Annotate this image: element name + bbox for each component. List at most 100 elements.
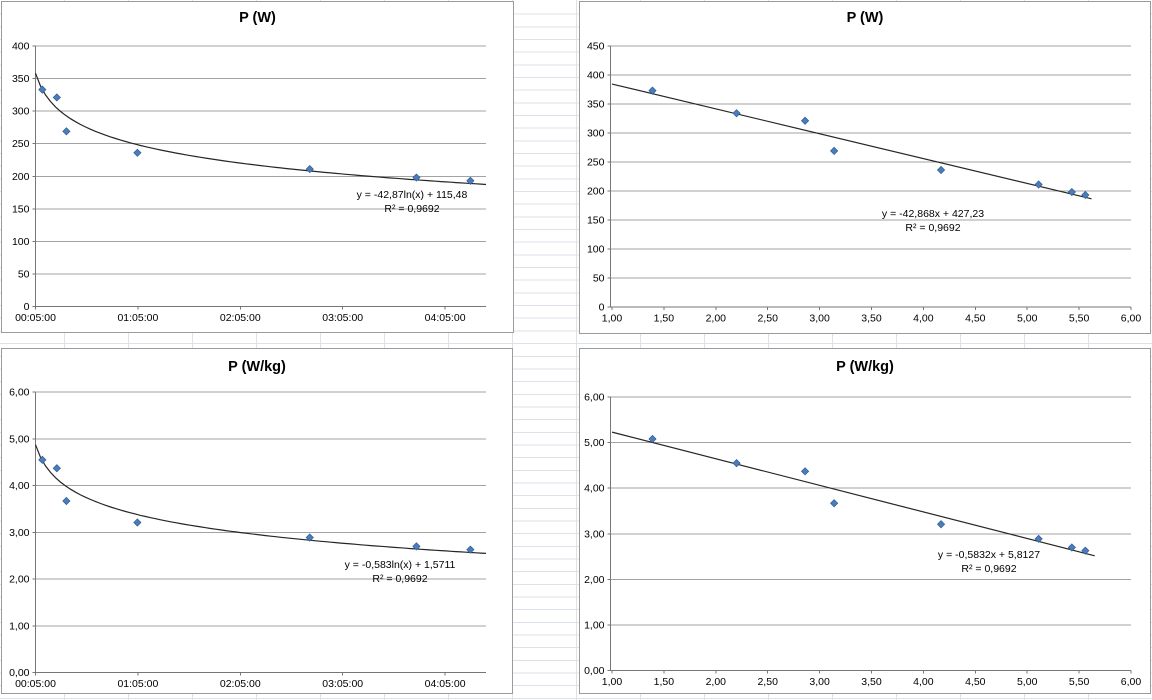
x-axis: 1,00 1,50 2,00 2,50 3,00 3,50 4,00 4,50 5,00 5,50… bbox=[602, 670, 1142, 688]
data-point-marker bbox=[1034, 534, 1043, 543]
gridlines bbox=[35, 391, 486, 627]
svg-text:3,50: 3,50 bbox=[861, 676, 882, 688]
svg-text:1,00: 1,00 bbox=[9, 620, 30, 632]
y-axis: 0 50 100 150 200 250 300 350 400 bbox=[12, 41, 36, 313]
svg-text:03:05:00: 03:05:00 bbox=[322, 678, 363, 690]
data-points[interactable] bbox=[648, 434, 1090, 555]
svg-text:02:05:00: 02:05:00 bbox=[220, 678, 261, 690]
data-point-marker bbox=[466, 545, 475, 554]
svg-text:00:05:00: 00:05:00 bbox=[15, 678, 56, 690]
svg-text:100: 100 bbox=[12, 236, 30, 248]
svg-text:5,00: 5,00 bbox=[9, 433, 30, 445]
chart-p-wkg-vs-time[interactable]: P (W/kg) 0,00 1,00 2,00 3,00 4,00 5,00 6,00 00:… bbox=[1, 348, 513, 694]
trendline-equation-label[interactable]: y = -42,87ln(x) + 115,48 R² = 0,9692 bbox=[357, 188, 468, 216]
svg-text:02:05:00: 02:05:00 bbox=[220, 312, 261, 324]
svg-text:6,00: 6,00 bbox=[9, 387, 30, 399]
chart-title[interactable]: P (W/kg) bbox=[228, 359, 286, 375]
trendline-equation: y = -42,87ln(x) + 115,48 bbox=[356, 189, 468, 201]
chart-title[interactable]: P (W/kg) bbox=[836, 359, 894, 375]
data-point-marker bbox=[830, 146, 839, 155]
svg-text:50: 50 bbox=[593, 272, 605, 284]
svg-text:200: 200 bbox=[12, 171, 30, 183]
trendline-r2: R² = 0,9692 bbox=[384, 203, 440, 215]
data-point-marker bbox=[38, 455, 47, 464]
data-point-marker bbox=[732, 459, 741, 468]
svg-text:400: 400 bbox=[587, 69, 605, 81]
gridlines bbox=[35, 45, 486, 275]
svg-text:2,00: 2,00 bbox=[9, 574, 30, 586]
y-axis: 0,00 1,00 2,00 3,00 4,00 5,00 6,00 bbox=[584, 392, 611, 677]
svg-text:0,00: 0,00 bbox=[9, 667, 30, 679]
trendline-equation-label[interactable]: y = -0,5832x + 5,8127 R² = 0,9692 bbox=[938, 548, 1040, 576]
trendline[interactable] bbox=[34, 72, 487, 186]
data-point-marker bbox=[62, 127, 71, 136]
svg-text:1,00: 1,00 bbox=[584, 620, 605, 632]
trendline-equation: y = -42,868x + 427,23 bbox=[881, 208, 985, 220]
trendline[interactable] bbox=[611, 431, 1095, 557]
chart-p-w-vs-lnx[interactable]: P (W) 0 50 100 150 200 250 300 350 400 450 1,00 1,5… bbox=[579, 1, 1151, 334]
data-point-marker bbox=[466, 176, 475, 185]
chart-p-w-vs-time[interactable]: P (W) 0 50 100 150 200 250 300 350 400 00:05:00 01… bbox=[1, 1, 514, 333]
svg-text:3,50: 3,50 bbox=[861, 312, 882, 324]
trendline-equation-label[interactable]: y = -42,868x + 427,23 R² = 0,9692 bbox=[882, 207, 984, 235]
svg-text:150: 150 bbox=[12, 203, 30, 215]
data-points[interactable] bbox=[648, 86, 1090, 200]
svg-text:6,00: 6,00 bbox=[584, 392, 605, 404]
trendline[interactable] bbox=[611, 83, 1092, 200]
data-points[interactable] bbox=[38, 455, 475, 554]
data-point-marker bbox=[648, 86, 657, 95]
trendline-equation-label[interactable]: y = -0,583ln(x) + 1,5711 R² = 0,9692 bbox=[345, 558, 456, 586]
data-point-marker bbox=[800, 116, 810, 125]
x-axis: 00:05:00 01:05:00 02:05:00 03:05:00 04:05:00 bbox=[15, 306, 486, 324]
svg-text:2,00: 2,00 bbox=[706, 312, 727, 324]
y-axis: 0 50 100 150 200 250 300 350 400 450 bbox=[587, 41, 611, 313]
data-point-marker bbox=[133, 518, 142, 527]
data-point-marker bbox=[38, 85, 47, 94]
data-point-marker bbox=[936, 165, 946, 175]
svg-text:4,50: 4,50 bbox=[965, 676, 986, 688]
data-point-marker bbox=[133, 148, 142, 157]
svg-text:0,00: 0,00 bbox=[584, 665, 605, 677]
chart-p-wkg-vs-lnx[interactable]: P (W/kg) 0,00 1,00 2,00 3,00 4,00 5,00 6,00 1,0… bbox=[579, 348, 1151, 694]
svg-text:250: 250 bbox=[12, 138, 30, 150]
chart-title[interactable]: P (W) bbox=[846, 10, 884, 26]
svg-text:50: 50 bbox=[18, 268, 30, 280]
data-point-marker bbox=[648, 434, 657, 444]
data-point-marker bbox=[1067, 187, 1076, 197]
chart-plot-area: 0,001,002,003,004,005,006,001,00 1,50 2,00… bbox=[584, 392, 1142, 689]
chart-title[interactable]: P (W) bbox=[239, 10, 276, 26]
svg-text:6,00: 6,00 bbox=[1121, 312, 1142, 324]
data-point-marker bbox=[936, 520, 946, 529]
svg-text:3,00: 3,00 bbox=[809, 312, 830, 324]
trendline-r2: R² = 0,9692 bbox=[961, 563, 1017, 575]
svg-text:01:05:00: 01:05:00 bbox=[117, 312, 158, 324]
svg-text:300: 300 bbox=[12, 106, 30, 118]
svg-text:6,00: 6,00 bbox=[1121, 676, 1142, 688]
data-point-marker bbox=[800, 467, 810, 476]
trendline[interactable] bbox=[34, 444, 487, 554]
svg-text:04:05:00: 04:05:00 bbox=[425, 312, 466, 324]
svg-text:1,00: 1,00 bbox=[602, 676, 623, 688]
data-point-marker bbox=[1067, 543, 1076, 552]
data-point-marker bbox=[1081, 190, 1090, 200]
svg-text:04:05:00: 04:05:00 bbox=[425, 678, 466, 690]
y-axis: 0,00 1,00 2,00 3,00 4,00 5,00 6,00 bbox=[9, 387, 36, 679]
svg-text:150: 150 bbox=[587, 214, 605, 226]
svg-text:100: 100 bbox=[587, 243, 605, 255]
data-point-marker bbox=[732, 109, 741, 118]
svg-text:4,00: 4,00 bbox=[9, 480, 30, 492]
data-point-marker bbox=[305, 164, 314, 174]
svg-text:2,50: 2,50 bbox=[757, 676, 778, 688]
svg-text:350: 350 bbox=[12, 73, 30, 85]
svg-text:200: 200 bbox=[587, 185, 605, 197]
chart-plot-area: 0 50 100 150 200 250 300 350 400 00:05:00 01:05:00… bbox=[12, 41, 487, 324]
svg-text:2,50: 2,50 bbox=[757, 312, 778, 324]
svg-text:4,50: 4,50 bbox=[965, 312, 986, 324]
data-point-marker bbox=[1081, 546, 1090, 555]
svg-text:2,00: 2,00 bbox=[706, 676, 727, 688]
svg-text:1,50: 1,50 bbox=[654, 676, 675, 688]
data-points[interactable] bbox=[38, 85, 475, 185]
gridlines bbox=[610, 396, 1131, 626]
data-point-marker bbox=[830, 499, 839, 508]
